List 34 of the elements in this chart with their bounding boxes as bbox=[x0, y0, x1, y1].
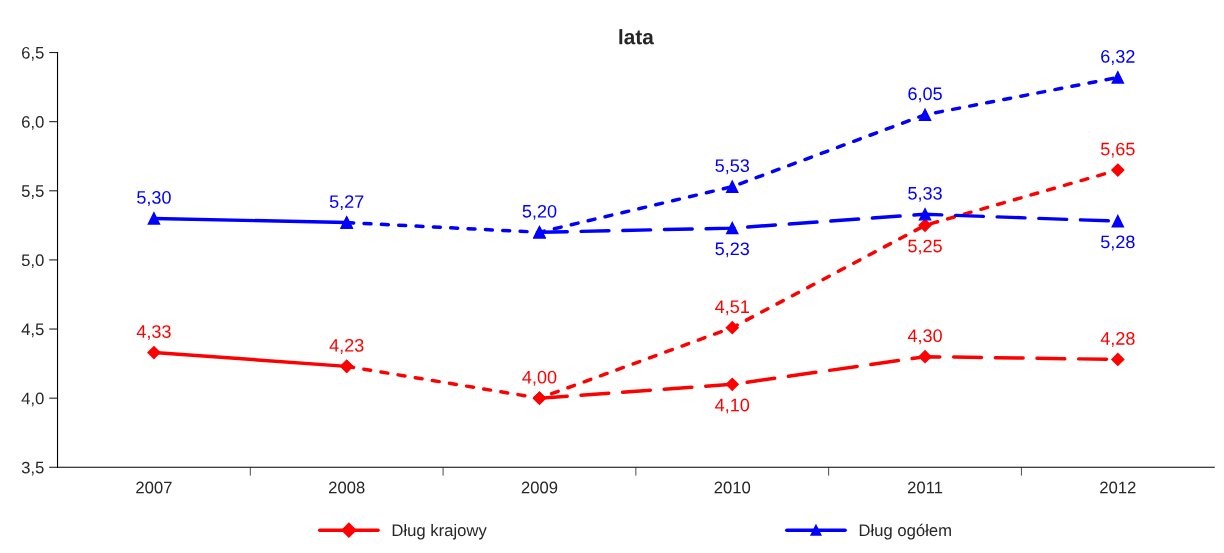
data-label: 5,28 bbox=[1100, 235, 1135, 251]
y-tick-label: 4,0 bbox=[21, 392, 44, 407]
data-label: 5,20 bbox=[522, 204, 557, 220]
data-label: 5,23 bbox=[715, 242, 750, 258]
legend-label: Dług krajowy bbox=[392, 523, 487, 540]
y-tick-label: 5,5 bbox=[21, 185, 44, 199]
data-label: 5,30 bbox=[137, 191, 171, 206]
y-tick-label: 3,5 bbox=[21, 461, 44, 476]
y-tick-label: 6,0 bbox=[22, 116, 44, 130]
data-label: 4,30 bbox=[907, 329, 942, 345]
data-label: 5,53 bbox=[715, 159, 750, 175]
chart-title: lata bbox=[619, 29, 654, 45]
x-tick-label: 2011 bbox=[907, 481, 943, 494]
data-label: 5,33 bbox=[908, 186, 942, 202]
data-label: 4,28 bbox=[1100, 332, 1135, 347]
data-label: 5,65 bbox=[1100, 142, 1135, 158]
data-label: 4,10 bbox=[715, 398, 750, 414]
data-label: 4,51 bbox=[715, 300, 749, 316]
data-label: 4,23 bbox=[329, 338, 364, 354]
x-tick-label: 2008 bbox=[329, 481, 365, 494]
data-label: 5,25 bbox=[908, 239, 942, 255]
data-label: 5,27 bbox=[329, 195, 364, 211]
data-label: 4,00 bbox=[522, 370, 557, 386]
data-label: 4,33 bbox=[136, 325, 171, 341]
x-tick-label: 2010 bbox=[714, 481, 751, 494]
data-label: 6,32 bbox=[1101, 50, 1135, 65]
legend-label: Dług ogółem bbox=[859, 523, 951, 540]
y-tick-label: 4,5 bbox=[21, 323, 44, 338]
y-tick-label: 6,5 bbox=[22, 46, 44, 61]
y-tick-label: 5,0 bbox=[21, 254, 44, 269]
x-tick-label: 2007 bbox=[136, 481, 172, 494]
data-label: 6,05 bbox=[908, 87, 942, 103]
x-tick-label: 2009 bbox=[521, 481, 558, 494]
x-tick-label: 2012 bbox=[1100, 481, 1136, 494]
